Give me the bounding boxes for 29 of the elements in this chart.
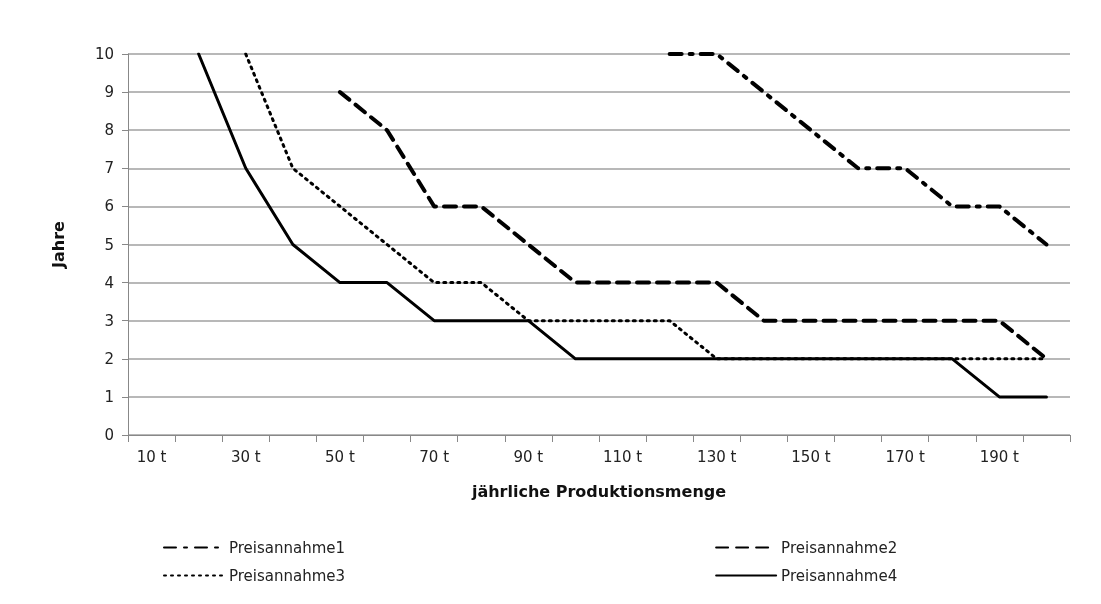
- y-tick-label: 5: [104, 235, 114, 254]
- y-tick-label: 1: [104, 387, 114, 406]
- legend-label: Preisannahme1: [229, 538, 346, 557]
- y-tick-label: 8: [104, 121, 114, 140]
- y-tick-label: 6: [104, 197, 114, 216]
- x-tick-label: 30 t: [230, 447, 261, 466]
- y-axis-title: Jahre: [48, 220, 68, 269]
- y-tick-label: 4: [104, 273, 114, 292]
- line-series: [197, 52, 1048, 399]
- x-tick-label: 170 t: [885, 447, 925, 466]
- legend-label: Preisannahme4: [781, 566, 898, 585]
- y-tick-label: 9: [104, 83, 114, 102]
- y-tick-label: 3: [104, 311, 114, 330]
- y-tick-label: 2: [104, 349, 114, 368]
- legend-label: Preisannahme3: [229, 566, 346, 585]
- legend-label: Preisannahme2: [781, 538, 898, 557]
- x-tick-label: 110 t: [602, 447, 643, 466]
- x-axis-title: jährliche Produktionsmenge: [470, 481, 727, 501]
- x-tick-label: 190 t: [979, 447, 1020, 466]
- x-tick-label: 90 t: [513, 447, 544, 466]
- x-tick-label: 10 t: [136, 447, 167, 466]
- y-tick-label: 7: [104, 159, 114, 178]
- y-tick-label: 10: [94, 45, 114, 63]
- x-tick-label: 130 t: [697, 447, 737, 466]
- x-tick-label: 50 t: [325, 447, 355, 466]
- x-tick-label: 150 t: [791, 447, 831, 466]
- line-series: [667, 52, 1049, 247]
- y-tick-label: 0: [104, 426, 114, 444]
- x-tick-label: 70 t: [419, 447, 450, 466]
